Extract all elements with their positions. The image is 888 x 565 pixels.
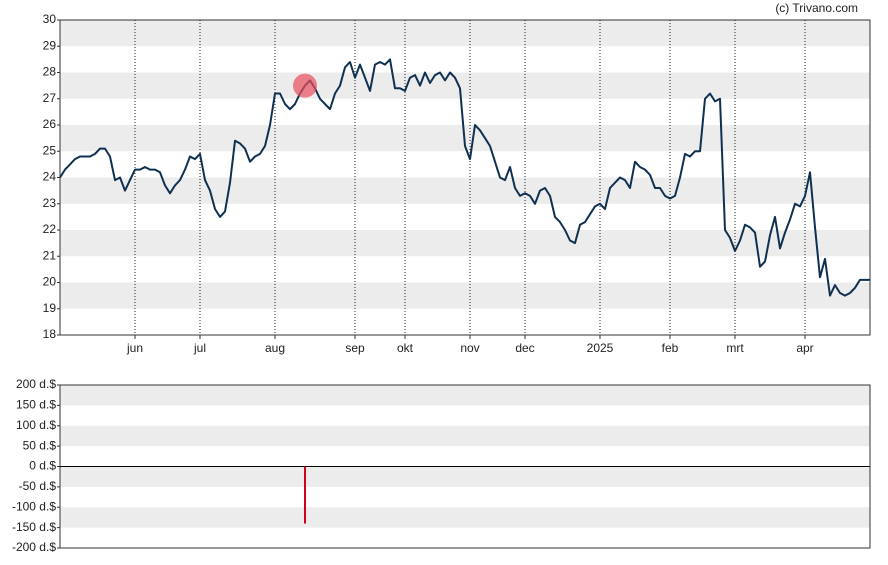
y-tick-label: 18 (43, 327, 57, 341)
y-tick-label: 100 d.$ (16, 418, 56, 432)
grid-band (60, 282, 870, 309)
y-tick-label: 19 (43, 301, 57, 315)
source: (c) Trivano.com (775, 1, 858, 15)
y-tick-label: 150 d.$ (16, 398, 56, 412)
grid-band (60, 177, 870, 204)
x-tick-label: mrt (726, 341, 744, 355)
grid-band (60, 20, 870, 47)
x-tick-label: feb (662, 341, 679, 355)
trade-marker (293, 73, 317, 98)
y-tick-label: 26 (43, 117, 57, 131)
grid-band (60, 466, 870, 487)
x-tick-label: nov (460, 341, 479, 355)
plot-border (59, 19, 871, 336)
plot-border (59, 384, 871, 549)
x-tick-label: jun (126, 341, 143, 355)
y-tick-label: 0 d.$ (29, 459, 56, 473)
grid-band (60, 507, 870, 528)
y-tick-label: 29 (43, 38, 57, 52)
y-tick-label: 20 (43, 275, 57, 289)
y-tick-label: -200 d.$ (12, 540, 56, 554)
x-tick-label: apr (796, 341, 813, 355)
bar (304, 466, 306, 524)
y-tick-label: 200 d.$ (16, 377, 56, 391)
price-line (59, 58, 870, 297)
y-tick-label: -100 d.$ (12, 499, 56, 513)
x-tick-label: dec (515, 341, 534, 355)
y-tick-label: 24 (43, 170, 57, 184)
grid-band (60, 72, 870, 99)
y-tick-label: 27 (43, 91, 57, 105)
y-tick-label: 21 (43, 248, 57, 262)
grid-band (60, 230, 870, 257)
y-tick-label: 25 (43, 143, 57, 157)
y-tick-label: -150 d.$ (12, 520, 56, 534)
y-tick-label: -50 d.$ (19, 479, 57, 493)
y-tick-label: 30 (43, 12, 57, 26)
x-tick-label: sep (345, 341, 365, 355)
x-tick-label: jul (193, 341, 206, 355)
grid-band (60, 425, 870, 447)
y-tick-label: 23 (43, 196, 57, 210)
y-tick-label: 22 (43, 222, 57, 236)
x-tick-label: aug (265, 341, 285, 355)
y-tick-label: 50 d.$ (23, 438, 57, 452)
x-tick-label: 2025 (587, 341, 614, 355)
x-tick-label: okt (397, 341, 414, 355)
grid-band (60, 385, 870, 406)
y-tick-label: 28 (43, 65, 57, 79)
